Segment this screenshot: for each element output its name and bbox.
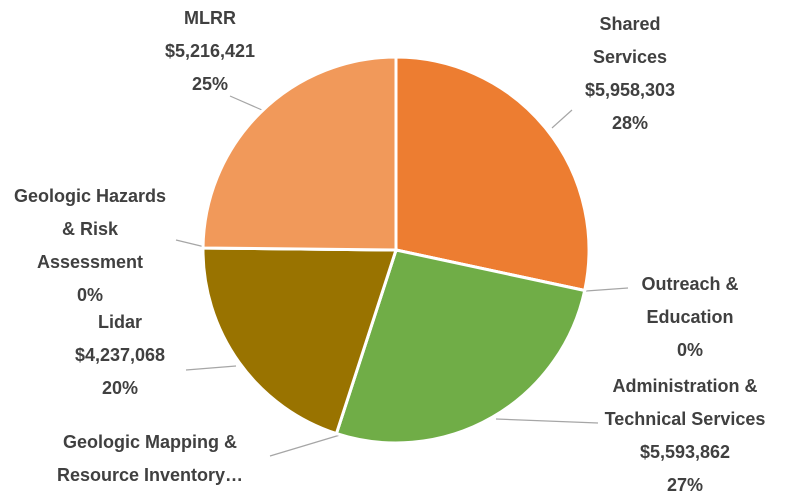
pie-slice	[201, 55, 398, 252]
leader-line	[495, 418, 599, 424]
leader-line	[175, 239, 206, 248]
percent-label: 0%	[76, 285, 103, 305]
pie-slice	[201, 246, 398, 436]
leader-line	[229, 95, 263, 111]
category-label: Administration & Technical Services	[604, 376, 766, 429]
value-label: $5,958,303	[584, 80, 676, 100]
label-shared: Shared Services $5,958,303 28%	[560, 8, 700, 140]
pie-slice	[394, 55, 591, 293]
leader-line	[585, 287, 629, 292]
category-label: Lidar	[97, 312, 142, 332]
category-label: Shared Services	[592, 14, 668, 67]
label-outreach: Outreach & Education 0%	[615, 268, 765, 367]
category-label: Geologic Mapping & Resource Inventory…	[56, 432, 244, 485]
leader-line	[551, 109, 573, 129]
pie-slice	[334, 248, 587, 445]
leader-line	[185, 365, 237, 371]
category-label: Geologic Hazards & Risk Assessment	[13, 186, 167, 272]
slices	[201, 55, 591, 445]
value-label: $4,237,068	[74, 345, 166, 365]
leader-lines	[175, 95, 629, 457]
percent-label: 25%	[191, 74, 229, 94]
label-geo-mapping: Geologic Mapping & Resource Inventory…	[20, 426, 280, 492]
percent-label: 0%	[676, 340, 703, 360]
category-label: Outreach & Education	[641, 274, 739, 327]
category-label: MLRR	[184, 8, 236, 28]
value-label: $5,593,862	[639, 442, 731, 462]
label-lidar: Lidar $4,237,068 20%	[60, 306, 180, 405]
leader-line	[269, 434, 341, 457]
percent-label: 27%	[666, 475, 704, 495]
percent-label: 20%	[101, 378, 139, 398]
label-admin: Administration & Technical Services $5,5…	[580, 370, 790, 502]
value-label: $5,216,421	[164, 41, 256, 61]
percent-label: 28%	[611, 113, 649, 133]
label-mlrr: MLRR $5,216,421 25%	[150, 2, 270, 101]
label-hazards: Geologic Hazards & Risk Assessment 0%	[10, 180, 170, 312]
